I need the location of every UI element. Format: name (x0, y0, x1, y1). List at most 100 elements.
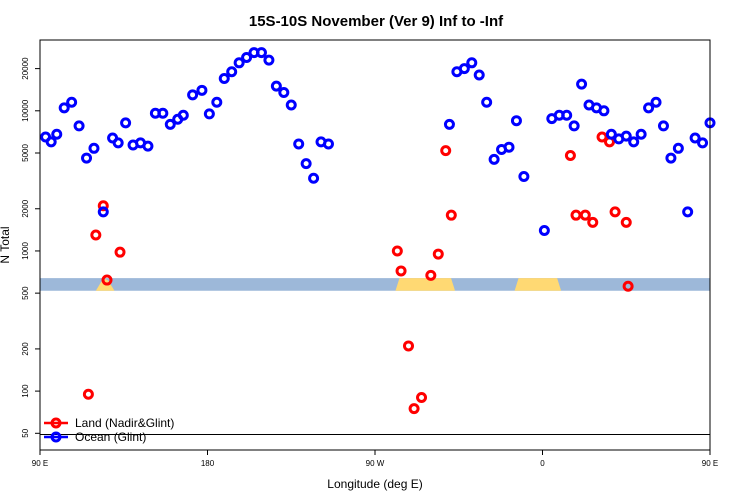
legend-land-marker (50, 417, 62, 429)
ocean-point (473, 69, 485, 81)
ocean-point (665, 152, 677, 164)
ocean-point (657, 120, 669, 132)
ocean-point (196, 84, 208, 96)
land-point (416, 392, 428, 404)
ocean-point (203, 108, 215, 120)
land-point (82, 388, 94, 400)
y-tick-label: 2000 (21, 199, 30, 217)
ocean-point (503, 141, 515, 153)
ocean-point (88, 142, 100, 154)
ocean-point (689, 132, 701, 144)
ocean-point (66, 96, 78, 108)
y-tick-label: 10000 (21, 99, 30, 122)
ocean-point (635, 128, 647, 140)
land-point (395, 265, 407, 277)
ocean-point (218, 73, 230, 85)
y-tick-label: 1000 (21, 242, 30, 260)
y-tick-label: 500 (21, 286, 30, 300)
ocean-point (270, 80, 282, 92)
ocean-point (697, 137, 709, 149)
ocean-point (73, 120, 85, 132)
y-tick-label: 200 (21, 342, 30, 356)
ocean-point (568, 120, 580, 132)
land-point (620, 216, 632, 228)
land-band-segment (514, 278, 562, 291)
land-point (425, 269, 437, 281)
ocean-point (518, 170, 530, 182)
land-point (432, 248, 444, 260)
x-tick-label: 90 E (702, 459, 718, 468)
ocean-point (51, 128, 63, 140)
y-tick-label: 100 (21, 384, 30, 398)
land-point (570, 209, 582, 221)
ocean-point (177, 109, 189, 121)
y-axis-ticks: 50 100 200 500 1000 2000 5000 10000 20000 (21, 57, 40, 438)
land-point (391, 245, 403, 257)
land-point (622, 280, 634, 292)
ocean-band (40, 278, 710, 291)
ocean-point (255, 47, 267, 59)
legend-ocean-label: Ocean (Glint) (75, 430, 146, 444)
ocean-point (164, 118, 176, 130)
y-tick-label: 5000 (21, 144, 30, 162)
legend-ocean-marker (50, 431, 62, 443)
land-point (445, 209, 457, 221)
ocean-point (672, 142, 684, 154)
ocean-point (226, 66, 238, 78)
ocean-point (233, 57, 245, 69)
land-point (408, 403, 420, 415)
ocean-point (643, 102, 655, 114)
background-band (40, 278, 710, 291)
ocean-point (120, 117, 132, 129)
x-axis-ticks: 90 E 180 90 W 0 90 E (32, 450, 718, 468)
ocean-point (628, 136, 640, 148)
x-tick-label: 180 (201, 459, 215, 468)
legend: Land (Nadir&Glint) Ocean (Glint) (44, 416, 174, 444)
land-point (114, 246, 126, 258)
ocean-point (458, 63, 470, 75)
ocean-point (308, 172, 320, 184)
land-point (90, 229, 102, 241)
land-point (440, 145, 452, 157)
ocean-point (481, 96, 493, 108)
y-axis-label: N Total (0, 226, 12, 263)
x-tick-label: 0 (540, 459, 545, 468)
ocean-point (598, 105, 610, 117)
ocean-point (285, 99, 297, 111)
ocean-point (58, 102, 70, 114)
ocean-point (112, 137, 124, 149)
ocean-point (620, 130, 632, 142)
land-point (596, 131, 608, 143)
ocean-point (81, 152, 93, 164)
ocean-point (278, 87, 290, 99)
legend-land-label: Land (Nadir&Glint) (75, 416, 174, 430)
ocean-point (488, 153, 500, 165)
land-band-segment (395, 278, 456, 291)
ocean-point (142, 140, 154, 152)
ocean-point (443, 118, 455, 130)
chart-title: 15S-10S November (Ver 9) Inf to -Inf (249, 13, 504, 30)
ocean-point (263, 54, 275, 66)
ocean-point (45, 136, 57, 148)
land-point (579, 209, 591, 221)
ocean-point (157, 107, 169, 119)
ocean-point (97, 206, 109, 218)
ocean-point (576, 78, 588, 90)
data-points (40, 47, 716, 415)
ocean-point (211, 96, 223, 108)
ocean-point (322, 138, 334, 150)
ocean-point (605, 128, 617, 140)
y-tick-label: 20000 (21, 57, 30, 80)
ocean-point (682, 206, 694, 218)
ocean-point (510, 115, 522, 127)
y-tick-label: 50 (21, 428, 30, 437)
ocean-point (293, 138, 305, 150)
x-tick-label: 90 E (32, 459, 48, 468)
x-axis-label: Longitude (deg E) (327, 477, 422, 491)
land-point (564, 149, 576, 161)
land-point (587, 216, 599, 228)
ocean-point (300, 158, 312, 170)
ocean-point (650, 96, 662, 108)
ocean-point (241, 52, 253, 64)
